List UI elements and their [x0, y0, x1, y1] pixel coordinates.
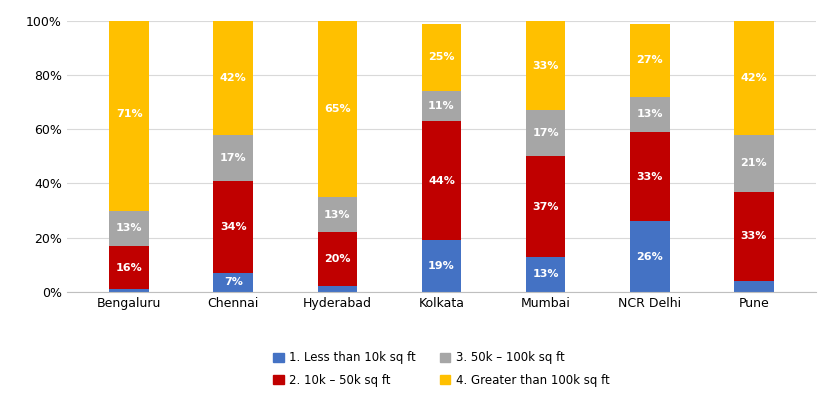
Bar	[317, 232, 357, 286]
Text: 17%: 17%	[532, 128, 559, 138]
Text: 13%: 13%	[324, 210, 351, 220]
Bar	[213, 181, 253, 273]
Text: 11%: 11%	[428, 101, 455, 111]
Text: 13%: 13%	[532, 269, 559, 279]
Bar	[630, 24, 670, 97]
Text: 25%: 25%	[428, 53, 455, 63]
Bar	[421, 121, 461, 240]
Bar	[421, 23, 461, 91]
Bar	[213, 135, 253, 181]
Text: 71%: 71%	[116, 109, 142, 119]
Text: 21%: 21%	[741, 158, 767, 168]
Bar	[317, 197, 357, 232]
Text: 27%: 27%	[636, 55, 663, 65]
Bar	[526, 257, 566, 292]
Bar	[526, 21, 566, 111]
Text: 34%: 34%	[220, 222, 247, 232]
Text: 20%: 20%	[324, 254, 351, 264]
Text: 42%: 42%	[220, 73, 247, 83]
Bar	[734, 281, 774, 292]
Bar	[526, 156, 566, 257]
Text: 65%: 65%	[324, 104, 351, 114]
Bar	[421, 240, 461, 292]
Text: 17%: 17%	[220, 153, 247, 163]
Bar	[526, 111, 566, 156]
Bar	[213, 21, 253, 135]
Text: 13%: 13%	[636, 109, 663, 119]
Bar	[734, 135, 774, 192]
Text: 19%: 19%	[428, 261, 455, 271]
Text: 33%: 33%	[636, 172, 663, 182]
Text: 42%: 42%	[741, 73, 767, 83]
Text: 7%: 7%	[224, 277, 242, 287]
Bar	[630, 97, 670, 132]
Text: 26%: 26%	[636, 252, 663, 261]
Bar	[630, 132, 670, 221]
Bar	[317, 286, 357, 292]
Bar	[421, 91, 461, 121]
Bar	[734, 192, 774, 281]
Bar	[213, 273, 253, 292]
Text: 37%: 37%	[532, 201, 559, 211]
Bar	[109, 246, 149, 289]
Bar	[109, 289, 149, 292]
Bar	[317, 21, 357, 197]
Bar	[109, 18, 149, 211]
Bar	[109, 211, 149, 246]
Text: 33%: 33%	[532, 60, 559, 70]
Text: 33%: 33%	[741, 231, 767, 241]
Text: 16%: 16%	[116, 263, 142, 272]
Text: 44%: 44%	[428, 176, 455, 186]
Bar	[630, 221, 670, 292]
Text: 13%: 13%	[116, 223, 142, 233]
Bar	[734, 21, 774, 135]
Legend: 1. Less than 10k sq ft, 2. 10k – 50k sq ft, 3. 50k – 100k sq ft, 4. Greater than: 1. Less than 10k sq ft, 2. 10k – 50k sq …	[268, 347, 615, 392]
